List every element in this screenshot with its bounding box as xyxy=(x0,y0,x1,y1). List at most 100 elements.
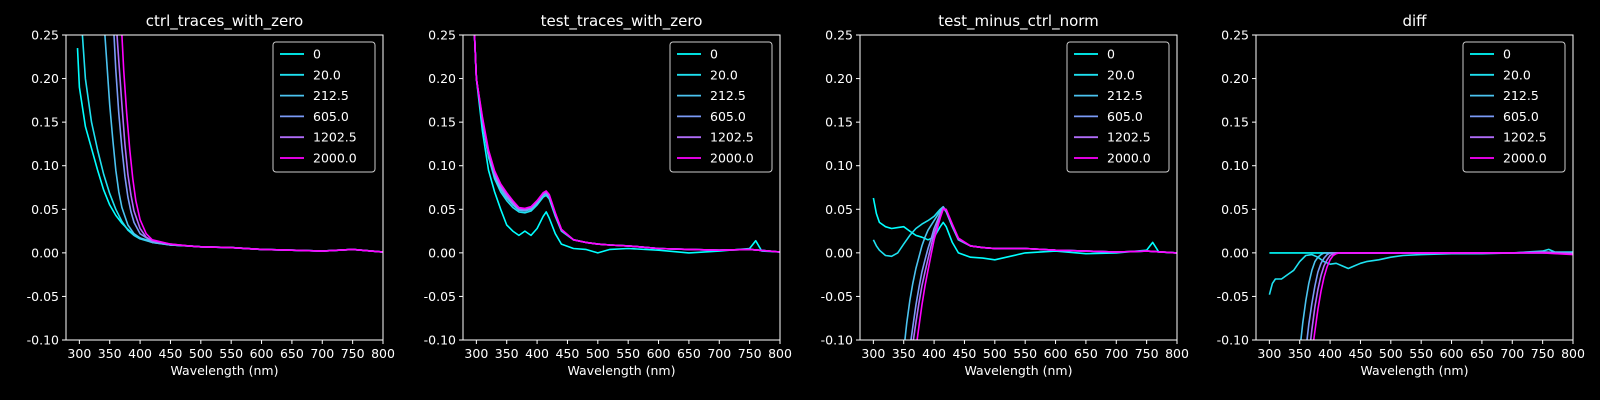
y-tick-label: 0.15 xyxy=(825,115,853,130)
y-tick-label: -0.10 xyxy=(1217,333,1249,348)
series-line-0 xyxy=(473,35,780,254)
legend-entry: 212.5 xyxy=(710,88,746,103)
series-line-2000-0 xyxy=(916,208,1177,340)
x-tick-label: 750 xyxy=(1135,346,1159,361)
x-tick-label: 700 xyxy=(310,346,334,361)
x-tick-label: 700 xyxy=(707,346,731,361)
x-tick-label: 800 xyxy=(371,346,395,361)
x-tick-label: 350 xyxy=(98,346,122,361)
x-axis-label: Wavelength (nm) xyxy=(1361,363,1469,378)
y-tick-label: 0.20 xyxy=(428,71,456,86)
x-tick-label: 450 xyxy=(556,346,580,361)
legend-entry: 0 xyxy=(710,47,718,62)
y-tick-label: 0.15 xyxy=(31,115,59,130)
legend-entry: 212.5 xyxy=(313,88,349,103)
legend-entry: 20.0 xyxy=(1107,67,1135,82)
x-tick-label: 300 xyxy=(1257,346,1281,361)
x-tick-label: 450 xyxy=(953,346,977,361)
x-tick-label: 400 xyxy=(128,346,152,361)
x-tick-label: 300 xyxy=(464,346,488,361)
x-tick-label: 350 xyxy=(495,346,519,361)
x-tick-label: 800 xyxy=(1561,346,1585,361)
y-tick-label: 0.15 xyxy=(1221,115,1249,130)
x-tick-label: 750 xyxy=(341,346,365,361)
subplot-title: test_traces_with_zero xyxy=(541,12,703,31)
y-tick-label: 0.25 xyxy=(825,28,853,43)
axes-frame xyxy=(462,34,781,341)
legend-entry: 0 xyxy=(1503,47,1511,62)
legend-entry: 2000.0 xyxy=(313,151,357,166)
y-tick-label: 0.10 xyxy=(1221,158,1249,173)
y-tick-label: 0.20 xyxy=(825,71,853,86)
x-tick-label: 600 xyxy=(1440,346,1464,361)
x-tick-label: 650 xyxy=(677,346,701,361)
series-group xyxy=(76,35,383,253)
y-tick-label: 0.00 xyxy=(1221,245,1249,260)
x-tick-label: 450 xyxy=(159,346,183,361)
series-line-2000-0 xyxy=(121,35,383,253)
y-tick-label: -0.05 xyxy=(1217,289,1249,304)
x-tick-label: 450 xyxy=(1349,346,1373,361)
y-tick-label: 0.15 xyxy=(428,115,456,130)
series-group xyxy=(1268,248,1573,340)
x-tick-label: 350 xyxy=(892,346,916,361)
y-tick-label: 0.10 xyxy=(31,158,59,173)
x-axis-label: Wavelength (nm) xyxy=(568,363,676,378)
subplot-3: -0.10 -0.05 0.00 0.05 0.10 0.15 0.20 0.25 300 350… xyxy=(821,12,1189,378)
x-tick-label: 500 xyxy=(1379,346,1403,361)
legend-entry: 1202.5 xyxy=(313,130,357,145)
legend-entry: 1202.5 xyxy=(1107,130,1151,145)
subplot-2: -0.10 -0.05 0.00 0.05 0.10 0.15 0.20 0.25 300 350… xyxy=(424,12,792,378)
x-tick-label: 700 xyxy=(1104,346,1128,361)
x-tick-label: 500 xyxy=(983,346,1007,361)
x-tick-label: 550 xyxy=(616,346,640,361)
y-tick-label: 0.10 xyxy=(428,158,456,173)
y-tick-label: 0.05 xyxy=(1221,202,1249,217)
y-tick-label: -0.10 xyxy=(821,333,853,348)
y-tick-label: -0.05 xyxy=(821,289,853,304)
series-group xyxy=(473,35,780,254)
y-tick-label: 0.00 xyxy=(428,245,456,260)
series-line-0 xyxy=(872,197,1177,261)
x-tick-label: 600 xyxy=(250,346,274,361)
x-tick-label: 600 xyxy=(647,346,671,361)
y-tick-label: -0.10 xyxy=(27,333,59,348)
x-tick-label: 300 xyxy=(861,346,885,361)
y-tick-label: 0.20 xyxy=(1221,71,1249,86)
legend-entry: 605.0 xyxy=(313,109,349,124)
series-group xyxy=(872,197,1177,340)
x-tick-label: 650 xyxy=(1470,346,1494,361)
subplot-title: test_minus_ctrl_norm xyxy=(938,12,1099,31)
legend-entry: 1202.5 xyxy=(1503,130,1547,145)
legend: 0 20.0 212.5 605.0 1202.5 2000.0 xyxy=(272,41,376,173)
legend: 0 20.0 212.5 605.0 1202.5 2000.0 xyxy=(1462,41,1566,173)
y-tick-label: 0.25 xyxy=(428,28,456,43)
x-tick-label: 550 xyxy=(1013,346,1037,361)
y-tick-label: 0.25 xyxy=(31,28,59,43)
legend-entry: 2000.0 xyxy=(710,151,754,166)
y-tick-label: 0.00 xyxy=(825,245,853,260)
subplot-title: diff xyxy=(1402,12,1427,30)
x-tick-label: 400 xyxy=(525,346,549,361)
x-tick-label: 400 xyxy=(1318,346,1342,361)
y-tick-label: 0.05 xyxy=(31,202,59,217)
subplot-title: ctrl_traces_with_zero xyxy=(146,12,303,31)
y-tick-label: -0.05 xyxy=(424,289,456,304)
axes-frame xyxy=(1255,34,1574,341)
x-tick-label: 500 xyxy=(189,346,213,361)
y-tick-label: 0.10 xyxy=(825,158,853,173)
x-tick-label: 800 xyxy=(768,346,792,361)
y-tick-label: 0.25 xyxy=(1221,28,1249,43)
legend: 0 20.0 212.5 605.0 1202.5 2000.0 xyxy=(669,41,773,173)
legend-entry: 0 xyxy=(313,47,321,62)
x-tick-label: 750 xyxy=(738,346,762,361)
x-tick-label: 650 xyxy=(1074,346,1098,361)
subplot-grid: -0.10 -0.05 0.00 0.05 0.10 0.15 0.20 0.25 300 350… xyxy=(27,12,1585,378)
x-tick-label: 350 xyxy=(1288,346,1312,361)
legend: 0 20.0 212.5 605.0 1202.5 2000.0 xyxy=(1066,41,1170,173)
legend-entry: 0 xyxy=(1107,47,1115,62)
axes-frame xyxy=(65,34,384,341)
x-axis-label: Wavelength (nm) xyxy=(965,363,1073,378)
